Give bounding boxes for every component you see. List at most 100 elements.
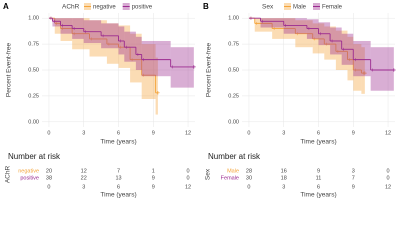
legend-title: AChR — [62, 4, 80, 11]
x-axis-label: Time (years) — [100, 139, 136, 146]
risk-x-tick-label: 3 — [82, 184, 85, 190]
x-tick-label: 9 — [152, 130, 155, 136]
risk-count: 0 — [387, 175, 390, 181]
risk-x-tick-label: 12 — [385, 184, 391, 190]
risk-count: 1 — [152, 168, 155, 174]
risk-row-label: positive — [20, 175, 39, 181]
risk-count: 16 — [281, 168, 287, 174]
confidence-band — [370, 47, 394, 91]
confidence-band — [89, 20, 107, 57]
confidence-band — [141, 44, 156, 100]
censor-mark — [392, 68, 396, 72]
risk-x-tick-label: 0 — [247, 184, 250, 190]
figure: A AChR negative positive0.000.250.500.751.0… — [3, 2, 396, 199]
risk-count: 18 — [281, 175, 287, 181]
confidence-band — [170, 47, 194, 88]
risk-count: 12 — [81, 168, 87, 174]
risk-count: 3 — [352, 168, 355, 174]
x-tick-label: 3 — [282, 130, 285, 136]
x-tick-label: 0 — [47, 130, 50, 136]
confidence-band — [124, 31, 136, 62]
confidence-band — [54, 18, 61, 34]
risk-x-tick-label: 0 — [47, 184, 50, 190]
confidence-band — [106, 23, 119, 64]
risk-count: 13 — [115, 175, 121, 181]
censor-mark — [363, 71, 367, 75]
risk-x-tick-label: 3 — [282, 184, 285, 190]
risk-x-axis-label: Time (years) — [100, 192, 136, 199]
risk-count: 7 — [117, 168, 120, 174]
risk-table-title: Number at risk — [8, 152, 61, 161]
risk-count: 0 — [387, 168, 390, 174]
legend-title: Sex — [262, 4, 274, 11]
panel-label: B — [203, 2, 209, 11]
legend-label: negative — [93, 5, 116, 11]
confidence-band — [335, 30, 348, 71]
confidence-band — [283, 18, 307, 34]
x-tick-label: 9 — [352, 130, 355, 136]
x-tick-label: 0 — [247, 130, 250, 136]
confidence-band — [155, 57, 158, 115]
risk-count: 38 — [46, 175, 52, 181]
confidence-band — [135, 36, 142, 70]
confidence-band — [312, 23, 325, 54]
risk-row-label: negative — [18, 168, 39, 174]
y-tick-label: 0.50 — [28, 67, 39, 73]
confidence-band — [260, 18, 284, 28]
x-tick-label: 6 — [317, 130, 320, 136]
x-tick-label: 3 — [82, 130, 85, 136]
risk-table-ylabel: AChR — [5, 166, 12, 184]
risk-table-title: Number at risk — [208, 152, 261, 161]
risk-count: 9 — [152, 175, 155, 181]
y-tick-label: 1.00 — [28, 16, 39, 22]
confidence-band — [60, 18, 73, 41]
y-tick-label: 0.75 — [228, 42, 239, 48]
risk-count: 7 — [352, 175, 355, 181]
risk-count: 9 — [317, 168, 320, 174]
risk-x-tick-label: 9 — [352, 184, 355, 190]
confidence-band — [353, 44, 362, 91]
risk-row-label: Female — [221, 175, 239, 181]
risk-table-ylabel: Sex — [205, 168, 212, 180]
risk-x-tick-label: 6 — [317, 184, 320, 190]
risk-count: 11 — [316, 175, 322, 181]
panel-label: A — [3, 2, 9, 11]
legend-label: positive — [132, 5, 153, 11]
confidence-band — [60, 18, 73, 34]
y-tick-label: 0.00 — [228, 119, 239, 125]
confidence-band — [324, 26, 336, 60]
legend-label: Male — [293, 5, 307, 11]
censor-mark — [192, 65, 196, 69]
x-tick-label: 12 — [185, 130, 191, 136]
risk-count: 28 — [246, 168, 252, 174]
y-tick-label: 0.00 — [28, 119, 39, 125]
confidence-band — [118, 26, 125, 55]
risk-x-tick-label: 9 — [152, 184, 155, 190]
confidence-band — [361, 47, 365, 94]
risk-x-tick-label: 12 — [185, 184, 191, 190]
legend-label: Female — [322, 5, 343, 11]
x-tick-label: 6 — [117, 130, 120, 136]
risk-row-label: Male — [227, 168, 239, 174]
risk-count: 20 — [46, 168, 52, 174]
risk-count: 0 — [187, 175, 190, 181]
risk-count: 0 — [187, 168, 190, 174]
risk-x-axis-label: Time (years) — [300, 192, 336, 199]
y-axis-label: Percent Event-free — [6, 43, 13, 98]
y-tick-label: 0.25 — [228, 93, 239, 99]
y-tick-label: 0.50 — [228, 67, 239, 73]
y-tick-label: 0.75 — [28, 42, 39, 48]
censor-mark — [156, 91, 160, 95]
risk-count: 22 — [81, 175, 87, 181]
confidence-band — [347, 36, 354, 81]
confidence-band — [353, 40, 371, 77]
y-tick-label: 0.25 — [28, 93, 39, 99]
risk-count: 30 — [246, 175, 252, 181]
x-tick-label: 12 — [385, 130, 391, 136]
confidence-band — [306, 19, 319, 39]
y-axis-label: Percent Event-free — [206, 43, 213, 98]
confidence-band — [130, 33, 142, 83]
confidence-band — [52, 18, 61, 27]
risk-x-tick-label: 6 — [117, 184, 120, 190]
y-tick-label: 1.00 — [228, 16, 239, 22]
